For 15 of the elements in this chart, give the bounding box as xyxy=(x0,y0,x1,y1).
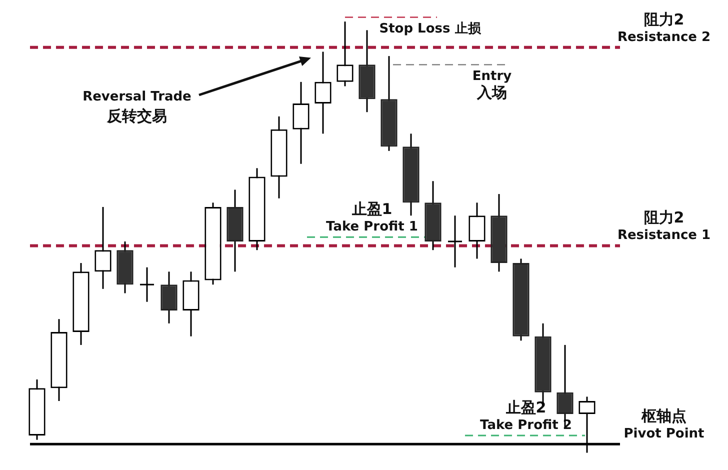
ref-line-label: 止盈1 Take Profit 1 xyxy=(326,200,418,235)
annotation: Reversal Trade 反转交易 xyxy=(82,89,192,125)
candlestick xyxy=(160,270,178,324)
candlestick xyxy=(468,202,486,260)
candlestick xyxy=(94,206,112,290)
candlestick xyxy=(292,81,310,165)
ref-line-label: 枢轴点 Pivot Point xyxy=(624,407,704,442)
candlestick xyxy=(314,50,332,134)
candlestick xyxy=(556,344,574,428)
candlestick xyxy=(447,214,463,268)
ref-line-label: Entry 入场 xyxy=(472,69,512,102)
ref-line-label: Stop Loss 止损 xyxy=(379,22,482,37)
ref-line-label: 阻力2 Resistance 1 xyxy=(617,208,711,244)
candlestick xyxy=(139,266,155,303)
ref-line-label: 阻力2 Resistance 2 xyxy=(617,10,711,45)
